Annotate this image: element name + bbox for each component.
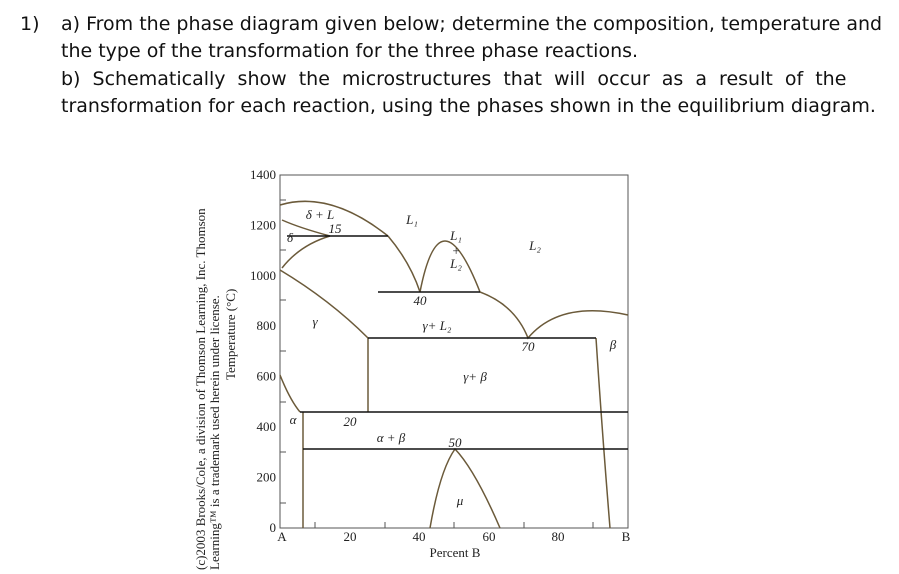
y-tick-label: 1000 (250, 268, 276, 283)
question-text: b) Schematically show the microstructure… (61, 68, 847, 90)
phase-label: β (609, 337, 617, 352)
y-tick-label: 1200 (250, 217, 276, 232)
credit: (c)2003 Brooks/Cole, a division of Thoms… (193, 208, 222, 570)
y-tick-label: 0 (270, 520, 277, 535)
x-tick-label: 60 (483, 529, 496, 544)
phase-boundaries (279, 200, 629, 529)
question-text: transformation for each reaction, using … (61, 95, 876, 117)
phase-label: δ (287, 230, 294, 245)
x-tick-label: A (277, 529, 287, 544)
question-number: 1) (20, 13, 40, 35)
question-text: the type of the transformation for the t… (61, 40, 639, 62)
y-tick-label: 800 (257, 318, 277, 333)
credit-text: Learning™ is a trademark used herein und… (207, 295, 222, 570)
phase-label: 40 (414, 293, 428, 308)
x-tick-label: 80 (552, 529, 565, 544)
phase-label: 50 (449, 435, 463, 450)
y-tick-label: 200 (257, 469, 277, 484)
question-text: a) From the phase diagram given below; d… (61, 13, 883, 35)
x-tick-label: 20 (344, 529, 357, 544)
y-tick-label: 600 (257, 369, 277, 384)
phase-label: L₂ (528, 238, 541, 253)
phase-label: α (290, 412, 298, 427)
x-tick-label: 40 (413, 529, 426, 544)
y-axis-label: Temperature (°C) (223, 289, 238, 380)
phase-label: L₁ (405, 212, 418, 227)
phase-label: L₁ (449, 228, 462, 243)
x-axis-label: Percent B (430, 545, 481, 560)
y-tick-label: 1400 (250, 167, 276, 182)
phase-label: + (452, 243, 461, 258)
phase-label: L₂ (449, 256, 462, 271)
x-tick-label: B (622, 529, 631, 544)
phase-label: α + β (377, 430, 406, 445)
phase-label: 15 (329, 221, 343, 236)
phase-label: γ (312, 314, 318, 329)
y-tick-label: 400 (257, 419, 277, 434)
phase-label: γ+ β (463, 369, 487, 384)
credit-text: (c)2003 Brooks/Cole, a division of Thoms… (193, 208, 208, 570)
phase-label: 20 (344, 414, 358, 429)
phase-label: δ + L (306, 207, 335, 222)
phase-label: μ (456, 493, 464, 508)
phase-label: γ+ L₂ (423, 318, 452, 333)
axes (279, 174, 629, 529)
phase-label: 70 (522, 339, 536, 354)
reaction-lines (287, 235, 628, 450)
